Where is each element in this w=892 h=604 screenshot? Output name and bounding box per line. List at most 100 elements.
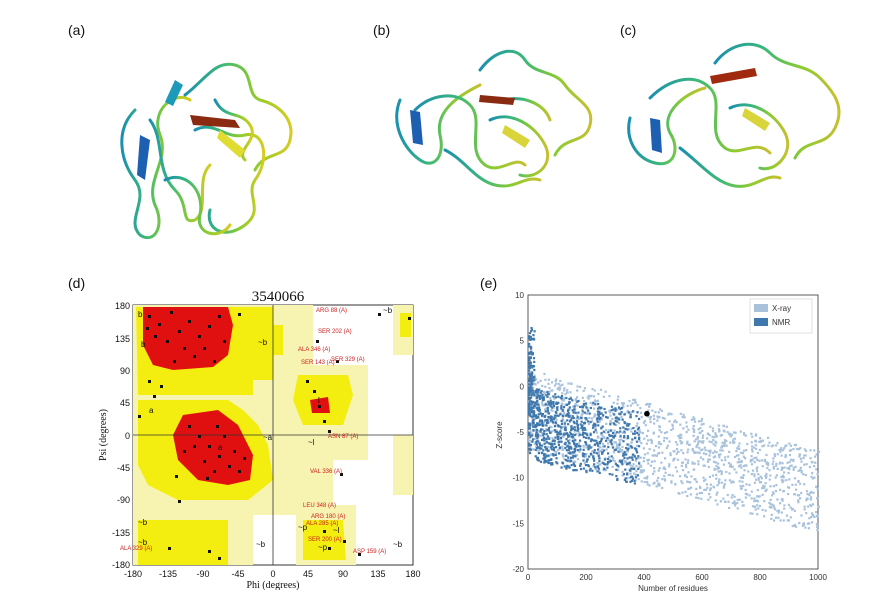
scatter-point — [532, 425, 535, 428]
scatter-point — [709, 496, 712, 499]
scatter-point — [728, 506, 731, 510]
scatter-point — [722, 429, 725, 432]
scatter-point — [559, 436, 563, 439]
scatter-point — [568, 397, 571, 401]
residue-label: SER 329 (A) — [331, 357, 365, 363]
scatter-point — [536, 381, 540, 384]
scatter-point — [621, 403, 624, 406]
scatter-point — [627, 428, 630, 431]
panel-label-d: (d) — [68, 275, 86, 291]
scatter-point — [736, 507, 739, 510]
scatter-point — [574, 453, 577, 457]
scatter-point — [566, 464, 569, 467]
scatter-point — [551, 430, 554, 433]
scatter-point — [712, 456, 715, 459]
scatter-point — [621, 449, 624, 452]
scatter-point — [806, 522, 810, 525]
scatter-point — [697, 420, 701, 423]
scatter-point — [733, 502, 737, 505]
scatter-point — [548, 386, 551, 390]
scatter-point — [529, 384, 532, 387]
scatter-point — [628, 456, 631, 459]
scatter-point — [630, 456, 633, 459]
scatter-point — [657, 446, 660, 449]
scatter-point — [584, 455, 588, 458]
scatter-point — [588, 455, 591, 458]
scatter-point — [714, 499, 717, 502]
scatter-point — [562, 411, 565, 414]
scatter-point — [639, 471, 642, 474]
scatter-point — [756, 470, 759, 473]
scatter-point — [550, 419, 553, 422]
scatter-point — [718, 456, 721, 459]
scatter-point — [609, 459, 612, 463]
scatter-point — [606, 457, 610, 461]
scatter-point — [566, 414, 569, 417]
scatter-point — [689, 486, 693, 489]
scatter-point — [539, 396, 543, 399]
region-letter: b — [141, 340, 146, 349]
x-tick-label: 0 — [526, 573, 531, 582]
scatter-point — [570, 435, 573, 438]
scatter-point — [554, 416, 558, 419]
scatter-point — [574, 397, 578, 401]
scatter-point — [803, 463, 806, 466]
scatter-point — [597, 451, 600, 454]
scatter-point — [775, 474, 778, 477]
scatter-point — [593, 415, 596, 418]
scatter-point — [573, 468, 576, 472]
region-letter: l — [318, 396, 320, 405]
scatter-point — [722, 497, 725, 500]
scatter-point — [552, 418, 555, 421]
scatter-point — [561, 409, 564, 412]
scatter-point — [792, 448, 795, 451]
scatter-point — [761, 493, 764, 496]
scatter-point — [681, 415, 684, 419]
scatter-point — [713, 436, 716, 439]
scatter-point — [791, 524, 794, 528]
scatter-point — [630, 467, 633, 470]
scatter-point — [621, 461, 624, 464]
scatter-point — [529, 448, 532, 451]
scatter-point — [560, 419, 563, 422]
scatter-point — [575, 417, 578, 420]
scatter-point — [533, 379, 536, 382]
scatter-point — [534, 390, 537, 393]
x-tick-label: 90 — [338, 569, 348, 579]
ramachandran-plot: 3540066 — [98, 289, 421, 590]
scatter-point — [565, 454, 569, 457]
scatter-point — [614, 441, 618, 444]
scatter-point — [533, 368, 536, 372]
scatter-point — [596, 410, 599, 413]
scatter-point — [555, 461, 558, 464]
scatter-point — [680, 449, 683, 452]
scatter-point — [561, 415, 565, 418]
scatter-point — [706, 486, 709, 490]
scatter-point — [797, 469, 800, 473]
scatter-point — [554, 379, 557, 383]
scatter-point — [799, 466, 802, 469]
scatter-point — [553, 414, 557, 417]
scatter-point — [773, 453, 776, 456]
scatter-point — [754, 444, 757, 447]
x-axis-label: Phi (degrees) — [246, 580, 299, 590]
scatter-point — [576, 424, 579, 427]
scatter-point — [529, 430, 532, 433]
scatter-point — [608, 409, 611, 412]
scatter-point — [646, 452, 649, 455]
scatter-point — [545, 433, 548, 436]
scatter-point — [568, 458, 571, 461]
scatter-point — [554, 436, 557, 439]
scatter-point — [764, 489, 767, 492]
scatter-point — [596, 399, 600, 402]
scatter-point — [590, 438, 594, 441]
scatter-point — [793, 493, 797, 496]
scatter-point — [736, 454, 739, 457]
scatter-point — [762, 486, 765, 490]
scatter-point — [609, 423, 612, 426]
scatter-point — [541, 451, 544, 454]
x-tick-label: 1000 — [809, 573, 827, 582]
scatter-point — [655, 454, 659, 457]
scatter-point — [805, 497, 809, 500]
scatter-point — [630, 445, 633, 448]
